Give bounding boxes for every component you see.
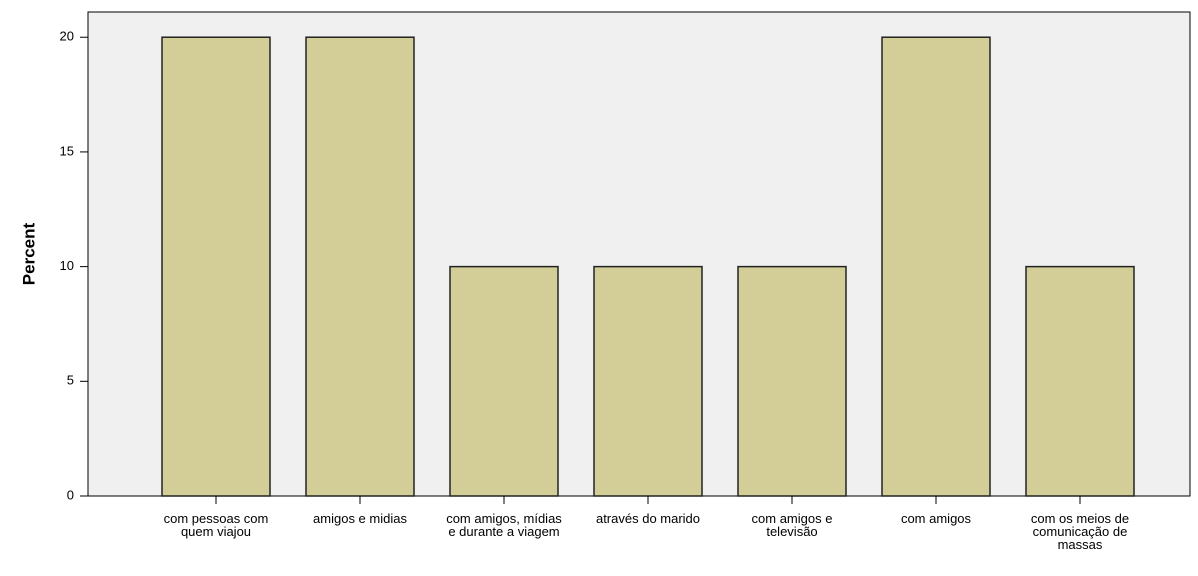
bar bbox=[449, 265, 559, 497]
x-tick-label: com os meios de comunicação de massas bbox=[1030, 511, 1130, 552]
y-tick-label: 20 bbox=[60, 29, 74, 44]
bar bbox=[305, 36, 415, 497]
x-tick-label: com pessoas com quem viajou bbox=[163, 511, 269, 539]
y-tick-label: 10 bbox=[60, 258, 74, 273]
y-axis-label: Percent bbox=[19, 222, 38, 285]
x-tick-label: amigos e midias bbox=[313, 511, 407, 526]
x-tick-label: com amigos, mídias e durante a viagem bbox=[446, 511, 562, 539]
y-tick-label: 5 bbox=[67, 373, 74, 388]
bar bbox=[881, 36, 991, 497]
x-tick-label: com amigos e televisão bbox=[751, 511, 833, 539]
bar bbox=[737, 265, 847, 497]
x-tick-label: com amigos bbox=[900, 511, 972, 526]
bar bbox=[1025, 265, 1135, 497]
x-tick-label: através do marido bbox=[595, 511, 701, 526]
bar bbox=[593, 265, 703, 497]
bar bbox=[161, 36, 271, 497]
y-tick-label: 15 bbox=[60, 143, 74, 158]
y-tick-label: 0 bbox=[67, 487, 74, 502]
